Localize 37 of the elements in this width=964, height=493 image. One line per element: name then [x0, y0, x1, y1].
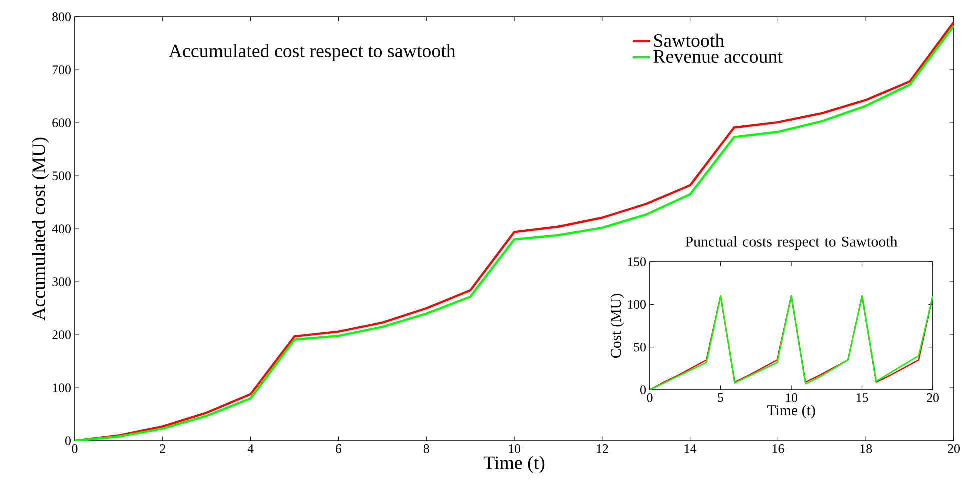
- x-tick-label: 16: [772, 444, 784, 454]
- x-tick-label: 0: [72, 444, 78, 454]
- y-tick-label: 100: [53, 384, 71, 392]
- legend-label: Sawtooth: [654, 34, 724, 48]
- y-axis-title: Cost (MU): [610, 294, 624, 358]
- x-tick-label: 10: [509, 444, 520, 454]
- y-tick-label: 0: [66, 436, 71, 446]
- x-tick-label: 15: [856, 394, 868, 402]
- x-tick-label: 18: [860, 444, 872, 454]
- x-tick-label: 12: [597, 444, 608, 454]
- x-tick-label: 6: [336, 444, 342, 454]
- chart-title: Punctual costs respect to Sawtooth: [686, 236, 898, 250]
- y-tick-label: 100: [628, 300, 646, 310]
- x-tick-label: 5: [718, 394, 724, 402]
- legend-label: Revenue account: [654, 50, 783, 64]
- y-tick-label: 700: [52, 66, 71, 74]
- text: Accumulated cost respect to sawtooth: [169, 44, 456, 62]
- y-axis-title: Accumulated cost (MU): [32, 138, 50, 321]
- y-tick-label: 500: [52, 172, 71, 180]
- x-tick-label: 20: [927, 394, 939, 402]
- x-tick-label: 14: [684, 444, 697, 454]
- x-tick-label: 0: [647, 394, 653, 402]
- x-axis-title: Time (t): [484, 456, 545, 474]
- x-tick-label: 4: [248, 444, 254, 454]
- y-tick-label: 0: [640, 386, 646, 394]
- y-tick-label: 300: [52, 278, 71, 286]
- x-axis-title: Time (t): [767, 405, 816, 419]
- x-tick-label: 10: [786, 394, 798, 402]
- x-tick-label: 20: [948, 444, 960, 454]
- y-tick-label: 800: [52, 12, 71, 22]
- y-tick-label: 50: [634, 342, 646, 352]
- x-tick-label: 8: [424, 444, 430, 454]
- y-tick-label: 400: [52, 224, 71, 234]
- y-tick-label: 600: [52, 118, 71, 128]
- y-tick-label: 150: [628, 258, 646, 266]
- y-tick-label: 200: [52, 330, 71, 340]
- x-tick-label: 2: [160, 444, 166, 454]
